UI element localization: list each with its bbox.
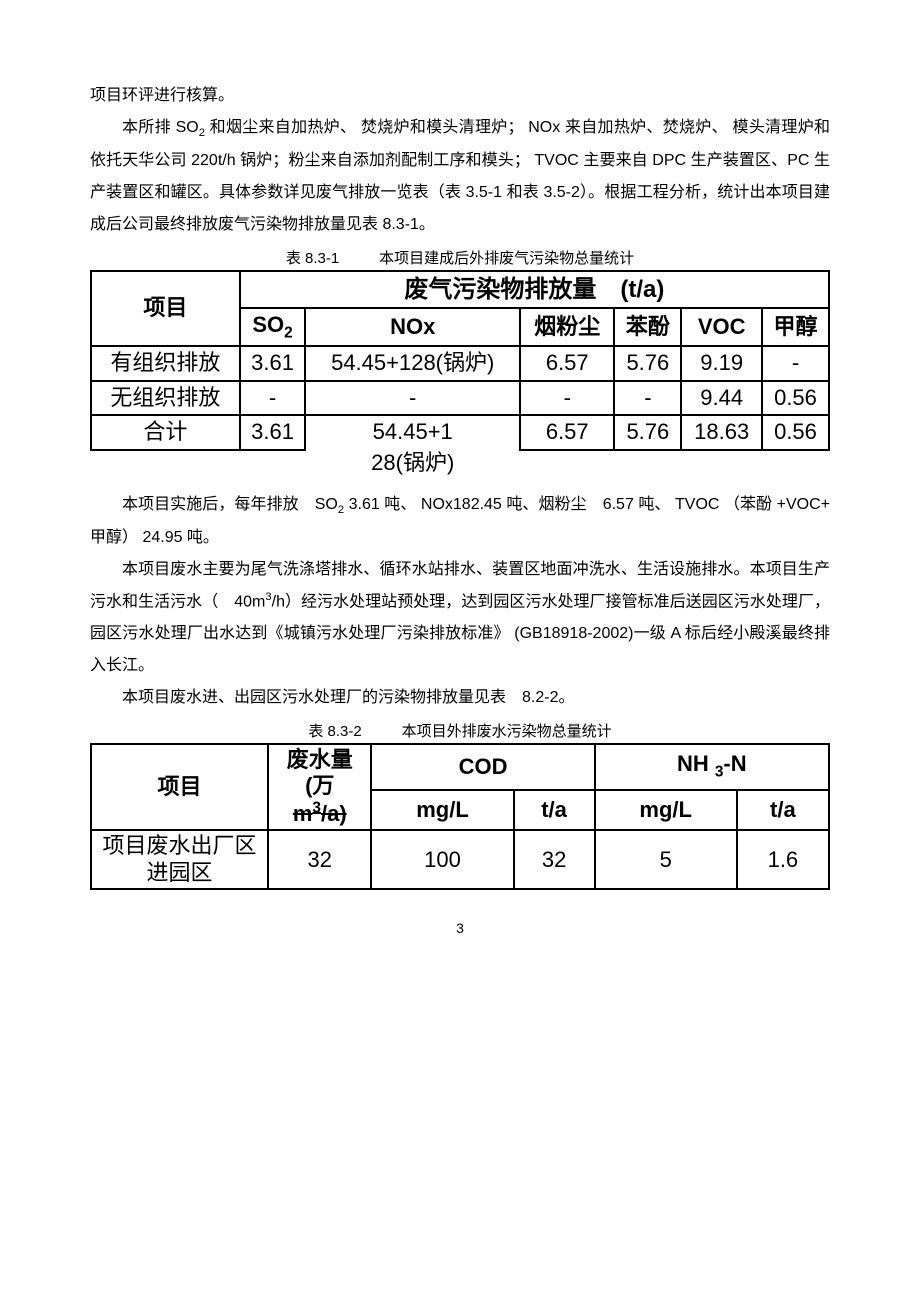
- t1-header-group: 废气污染物排放量 (t/a): [240, 271, 829, 308]
- t1-col-dust: 烟粉尘: [520, 308, 614, 346]
- t1-cell: -: [762, 346, 829, 381]
- t1-cell: 9.44: [681, 381, 762, 416]
- para-4: 本项目废水进、出园区污水处理厂的污染物排放量见表 8.2-2。: [90, 682, 830, 714]
- table-row: 无组织排放 - - - - 9.44 0.56: [91, 381, 829, 416]
- t2-cod-ta: t/a: [514, 790, 595, 830]
- t1-col-so2-text: SO: [252, 312, 284, 337]
- table-emissions: 项目 废气污染物排放量 (t/a) SO2 NOx 烟粉尘 苯酚 VOC 甲醇 …: [90, 270, 830, 451]
- t1-col-so2: SO2: [240, 308, 306, 346]
- table-row: 有组织排放 3.61 54.45+128(锅炉) 6.57 5.76 9.19 …: [91, 346, 829, 381]
- table1-caption-right: 本项目建成后外排废气污染物总量统计: [379, 247, 634, 268]
- table2-caption-right: 本项目外排废水污染物总量统计: [402, 720, 612, 741]
- t2-col0: 项目: [91, 744, 268, 831]
- t1-cell: 9.19: [681, 346, 762, 381]
- t2-col1-c: m: [293, 801, 313, 826]
- t1-cell: -: [305, 381, 520, 416]
- t1-cell: 3.61: [240, 346, 306, 381]
- t2-cod-mgl: mg/L: [371, 790, 513, 830]
- t2-col1: 废水量 (万 m3/a): [268, 744, 371, 831]
- table1-caption-left: 表 8.3-1: [286, 247, 339, 268]
- para-2: 本项目实施后，每年排放 SO2 3.61 吨、 NOx182.45 吨、烟粉尘 …: [90, 489, 830, 554]
- t2-col1-a: 废水量: [287, 747, 353, 772]
- t2-nh3n-ta: t/a: [737, 790, 829, 830]
- table-row: 项目 废水量 (万 m3/a) COD NH 3-N: [91, 744, 829, 790]
- t1-cell: 3.61: [240, 415, 306, 450]
- t2-col1-b: (万: [305, 773, 334, 798]
- nh3n-a: NH: [677, 751, 715, 776]
- t1-cell: 6.57: [520, 415, 614, 450]
- t2-col1-d: /a): [321, 801, 347, 826]
- t2-cell: 5: [595, 830, 737, 889]
- t2-cell: 32: [268, 830, 371, 889]
- para-3: 本项目废水主要为尾气洗涤塔排水、循环水站排水、装置区地面冲洗水、生活设施排水。本…: [90, 554, 830, 682]
- t1-col0-header: 项目: [91, 271, 240, 347]
- t1-row0-label: 有组织排放: [91, 346, 240, 381]
- para-1: 本所排 SO2 和烟尘来自加热炉、 焚烧炉和模头清理炉； NOx 来自加热炉、焚…: [90, 112, 830, 241]
- table-row: 项目废水出厂区进园区 32 100 32 5 1.6: [91, 830, 829, 889]
- t1-cell: 18.63: [681, 415, 762, 450]
- table2-caption: 表 8.3-2 本项目外排废水污染物总量统计: [90, 720, 830, 741]
- t2-cell: 32: [514, 830, 595, 889]
- t1-cell: 0.56: [762, 415, 829, 450]
- t1-row2-label: 合计: [91, 415, 240, 450]
- t1-col-voc: VOC: [681, 308, 762, 346]
- t2-col1-strike: m3/a): [293, 801, 347, 826]
- t2-row1-label: 项目废水出厂区进园区: [91, 830, 268, 889]
- t2-nh3n-mgl: mg/L: [595, 790, 737, 830]
- t1-cell: 6.57: [520, 346, 614, 381]
- t1-cell: 54.45+1 28(锅炉): [305, 415, 520, 450]
- t2-cod: COD: [371, 744, 594, 790]
- nh3n-b: -N: [723, 751, 746, 776]
- table1-caption: 表 8.3-1 本项目建成后外排废气污染物总量统计: [90, 247, 830, 268]
- p1-part-a: 本所排 SO: [122, 119, 199, 136]
- table-row: 项目 废气污染物排放量 (t/a): [91, 271, 829, 308]
- t1-cell: 54.45+128(锅炉): [305, 346, 520, 381]
- t1-col-methanol: 甲醇: [762, 308, 829, 346]
- so2-sub-icon: 2: [284, 324, 293, 341]
- para-0: 项目环评进行核算。: [90, 80, 830, 112]
- t1-cell-main: 54.45+1: [373, 419, 453, 444]
- t2-nh3n: NH 3-N: [595, 744, 829, 790]
- t1-cell: -: [614, 381, 681, 416]
- t1-row1-label: 无组织排放: [91, 381, 240, 416]
- page: 项目环评进行核算。 本所排 SO2 和烟尘来自加热炉、 焚烧炉和模头清理炉； N…: [0, 0, 920, 976]
- t1-col-phenol: 苯酚: [614, 308, 681, 346]
- table-wastewater: 项目 废水量 (万 m3/a) COD NH 3-N mg/L t/a mg/L…: [90, 743, 830, 890]
- t2-cell: 1.6: [737, 830, 829, 889]
- t1-cell: -: [520, 381, 614, 416]
- t1-cell: 5.76: [614, 415, 681, 450]
- t1-cell-overflow: 28(锅炉): [306, 449, 519, 478]
- t2-cell: 100: [371, 830, 513, 889]
- page-number: 3: [90, 920, 830, 936]
- t1-cell: -: [240, 381, 306, 416]
- t1-cell: 0.56: [762, 381, 829, 416]
- t1-col-nox: NOx: [305, 308, 520, 346]
- table2-caption-left: 表 8.3-2: [308, 720, 361, 741]
- t1-cell: 5.76: [614, 346, 681, 381]
- cubic-sup-2: 3: [312, 800, 321, 817]
- table-row: 合计 3.61 54.45+1 28(锅炉) 6.57 5.76 18.63 0…: [91, 415, 829, 450]
- p2-a: 本项目实施后，每年排放 SO: [122, 496, 338, 513]
